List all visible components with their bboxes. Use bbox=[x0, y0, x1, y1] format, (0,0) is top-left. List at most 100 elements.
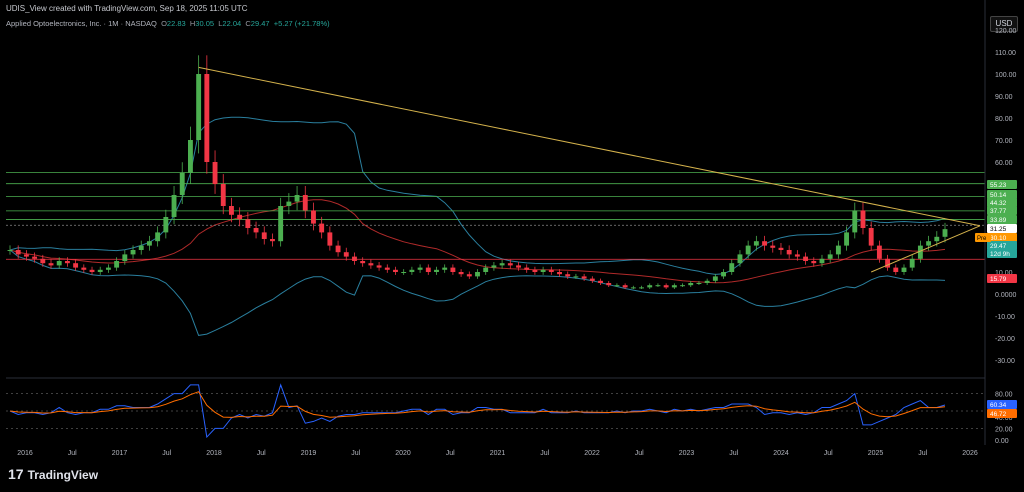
candle-body bbox=[343, 252, 349, 257]
candle-body bbox=[105, 267, 111, 270]
price-tag-label: 15.79 bbox=[990, 276, 1007, 283]
candle-body bbox=[261, 232, 267, 239]
candle-body bbox=[663, 285, 669, 288]
brand-text: TradingView bbox=[27, 468, 99, 482]
candle-body bbox=[15, 250, 21, 255]
candle-body bbox=[770, 245, 776, 248]
symbol-title: Applied Optoelectronics, Inc. · 1M · NAS… bbox=[6, 19, 157, 28]
change-value: +5.27 (+21.78%) bbox=[273, 19, 330, 28]
candle-body bbox=[179, 173, 185, 195]
osc-tick-label: 20.00 bbox=[995, 426, 1013, 433]
price-tick-label: -30.00 bbox=[995, 358, 1015, 365]
candle-body bbox=[803, 256, 809, 261]
time-tick-label: Jul bbox=[68, 450, 77, 457]
open-value: 22.83 bbox=[166, 19, 186, 28]
candle-body bbox=[786, 250, 792, 255]
oscillator-signal-line bbox=[9, 391, 946, 418]
close-label: C bbox=[245, 19, 251, 28]
close-value: 29.47 bbox=[250, 19, 270, 28]
price-tag-box bbox=[987, 224, 1017, 233]
candle-body bbox=[606, 283, 612, 286]
candle-body bbox=[852, 210, 858, 233]
candle-body bbox=[811, 261, 817, 264]
time-tick-label: 2024 bbox=[773, 450, 789, 457]
candle-body bbox=[360, 261, 366, 264]
candle-body bbox=[401, 272, 407, 273]
candle-body bbox=[589, 278, 595, 281]
candle-body bbox=[425, 267, 431, 272]
price-tag-label: 29.47 bbox=[990, 243, 1007, 250]
candle-body bbox=[56, 261, 62, 266]
osc-tick-label: 80.00 bbox=[995, 392, 1013, 399]
price-tag-box bbox=[987, 249, 1017, 258]
candle-body bbox=[163, 217, 169, 233]
candle-body bbox=[819, 258, 825, 264]
candle-body bbox=[450, 267, 456, 272]
time-tick-label: 2026 bbox=[962, 450, 978, 457]
candle-body bbox=[146, 241, 152, 246]
candle-body bbox=[491, 265, 497, 268]
candle-body bbox=[737, 254, 743, 264]
time-tick-label: Jul bbox=[162, 450, 171, 457]
candle-body bbox=[762, 241, 768, 246]
price-tag-label: 37.77 bbox=[990, 208, 1007, 215]
moving-average bbox=[9, 199, 946, 284]
time-tick-label: Jul bbox=[351, 450, 360, 457]
candle-body bbox=[458, 272, 464, 275]
candle-body bbox=[7, 250, 13, 251]
tradingview-logo[interactable]: 17 TradingView bbox=[8, 466, 98, 482]
high-value: 30.05 bbox=[195, 19, 215, 28]
osc-tag-box bbox=[987, 409, 1017, 418]
candle-body bbox=[704, 280, 710, 283]
chart-caption: UDIS_View created with TradingView.com, … bbox=[6, 4, 248, 13]
low-value: 22.04 bbox=[222, 19, 242, 28]
candle-body bbox=[138, 245, 144, 250]
osc-tick-label: 40.00 bbox=[995, 415, 1013, 422]
candle-body bbox=[893, 267, 899, 272]
symbol-legend: Applied Optoelectronics, Inc. · 1M · NAS… bbox=[6, 19, 330, 28]
candle-body bbox=[335, 245, 341, 253]
candle-body bbox=[81, 267, 87, 270]
candle-body bbox=[876, 245, 882, 259]
candle-body bbox=[114, 261, 120, 268]
time-tick-label: 2022 bbox=[584, 450, 600, 457]
candle-body bbox=[598, 280, 603, 283]
price-tick-label: 100.00 bbox=[995, 72, 1017, 79]
candle-body bbox=[48, 263, 54, 266]
price-tick-label: 10.00 bbox=[995, 270, 1013, 277]
time-tick-label: 2016 bbox=[17, 450, 33, 457]
osc-tag-label: 46.72 bbox=[990, 411, 1007, 418]
candle-body bbox=[122, 254, 128, 261]
candle-body bbox=[278, 206, 284, 242]
price-tag-label: 50.14 bbox=[990, 192, 1007, 199]
currency-button[interactable]: USD bbox=[990, 16, 1018, 32]
candle-body bbox=[581, 276, 587, 279]
candle-body bbox=[204, 74, 210, 162]
candle-body bbox=[393, 269, 398, 272]
price-tag-label: 31.25 bbox=[990, 226, 1007, 233]
low-label: L bbox=[218, 19, 223, 28]
time-tick-label: 2019 bbox=[301, 450, 317, 457]
candle-body bbox=[155, 232, 161, 242]
bollinger-upper bbox=[9, 116, 946, 275]
candle-body bbox=[655, 285, 661, 287]
tv-logo-icon: 17 bbox=[8, 466, 24, 482]
candle-body bbox=[909, 258, 915, 268]
price-tick-label: 90.00 bbox=[995, 94, 1013, 101]
candle-body bbox=[860, 210, 866, 228]
candle-body bbox=[32, 256, 38, 259]
price-tag-label: 55.23 bbox=[990, 182, 1007, 189]
candle-body bbox=[794, 254, 800, 257]
descending-trendline bbox=[198, 66, 981, 227]
candle-body bbox=[926, 241, 932, 246]
candle-body bbox=[516, 265, 521, 268]
candle-body bbox=[187, 140, 193, 173]
candle-body bbox=[901, 267, 907, 272]
price-tag-label: 33.89 bbox=[990, 217, 1007, 224]
candle-body bbox=[844, 232, 850, 246]
candle-body bbox=[688, 283, 694, 286]
candle-body bbox=[753, 241, 759, 246]
candle-body bbox=[442, 267, 448, 270]
bollinger-lower bbox=[9, 249, 946, 336]
